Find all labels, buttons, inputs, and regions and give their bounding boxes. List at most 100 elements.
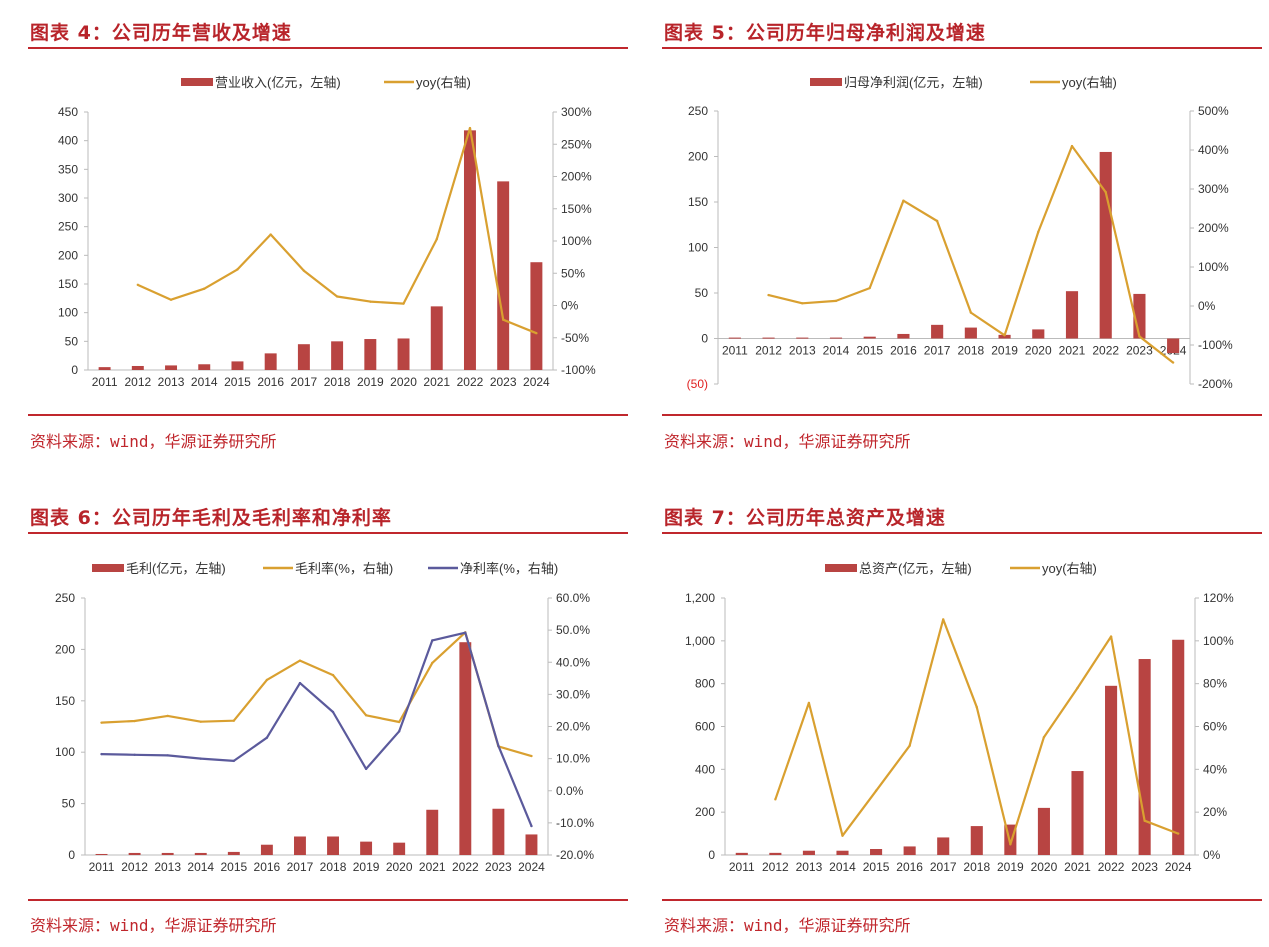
bar-2013 <box>161 852 174 855</box>
title-divider <box>28 47 628 49</box>
bar-2011 <box>95 853 108 855</box>
series-point <box>902 199 905 202</box>
x-tick-label: 2021 <box>419 860 446 874</box>
right-tick-label: -100% <box>1198 338 1233 352</box>
bar-2022 <box>463 130 476 370</box>
right-tick-label: -10.0% <box>556 816 594 830</box>
bar-2017 <box>937 837 950 855</box>
x-tick-label: 2022 <box>457 375 484 389</box>
bar-2020 <box>393 842 406 855</box>
bar-2014 <box>829 337 843 339</box>
legend-swatch-bar <box>92 564 124 572</box>
x-tick-label: 2011 <box>92 375 118 389</box>
series-point <box>302 269 306 272</box>
right-tick-label: 10.0% <box>556 752 590 766</box>
legend-label: yoy(右轴) <box>1042 561 1097 576</box>
right-tick-label: 200% <box>561 170 592 184</box>
right-tick-label: 0.0% <box>556 784 584 798</box>
x-tick-label: 2012 <box>121 860 148 874</box>
series-point <box>942 618 945 621</box>
left-tick-label: 450 <box>58 105 78 119</box>
series-point <box>133 719 136 723</box>
source-note: 资料来源：wind，华源证券研究所 <box>664 432 911 451</box>
chart-title-6: 图表 6：公司历年毛利及毛利率和净利率 <box>30 507 392 529</box>
series-point <box>331 673 335 677</box>
series-point <box>535 332 538 335</box>
bar-2018 <box>964 327 977 339</box>
right-tick-label: 100% <box>561 234 592 248</box>
left-tick-label: 250 <box>55 591 75 605</box>
left-tick-label: 200 <box>688 150 708 164</box>
x-tick-label: 2022 <box>1092 344 1119 358</box>
x-tick-label: 2019 <box>991 344 1018 358</box>
bar-2020 <box>1037 807 1050 855</box>
legend-swatch-bar <box>810 78 842 86</box>
series-point <box>1009 843 1012 846</box>
bar-2016 <box>260 844 273 855</box>
series-point <box>199 757 202 760</box>
series-point <box>767 293 770 297</box>
x-tick-label: 2013 <box>789 344 816 358</box>
series-point <box>1070 144 1074 148</box>
right-tick-label: -200% <box>1198 377 1233 391</box>
series-point <box>1003 334 1006 337</box>
x-tick-label: 2014 <box>829 860 856 874</box>
legend-label: 净利率(%，右轴) <box>460 561 558 576</box>
bar-2011 <box>728 337 741 339</box>
series-point <box>908 744 911 747</box>
bar-2015 <box>870 849 883 855</box>
x-tick-label: 2021 <box>1064 860 1091 874</box>
left-tick-label: 150 <box>55 694 75 708</box>
left-tick-label: 0 <box>701 332 708 346</box>
source-note: 资料来源：wind，华源证券研究所 <box>664 916 911 935</box>
bar-2021 <box>1065 291 1079 339</box>
x-tick-label: 2024 <box>518 860 545 874</box>
bar-2014 <box>836 850 849 855</box>
left-tick-label: 0 <box>68 848 75 862</box>
right-tick-label: 120% <box>1203 591 1234 605</box>
x-tick-label: 2023 <box>1126 344 1153 358</box>
series-point <box>468 126 472 130</box>
x-tick-label: 2017 <box>930 860 957 874</box>
x-tick-label: 2017 <box>287 860 314 874</box>
bar-2013 <box>165 365 178 370</box>
series-point <box>402 302 405 305</box>
series-point <box>397 720 401 724</box>
right-tick-label: 500% <box>1198 104 1229 118</box>
x-tick-label: 2014 <box>191 375 218 389</box>
left-tick-label: 150 <box>688 195 708 209</box>
chart-title-5: 图表 5：公司历年归母净利润及增速 <box>664 22 986 44</box>
left-tick-label: 200 <box>695 805 715 819</box>
left-tick-label: 1,000 <box>685 634 715 648</box>
series-point <box>1042 736 1046 739</box>
x-tick-label: 2014 <box>187 860 214 874</box>
left-tick-label: 350 <box>58 162 78 176</box>
title-divider <box>28 532 628 534</box>
bar-2018 <box>331 341 344 370</box>
bar-2021 <box>430 306 443 370</box>
bar-2019 <box>364 339 377 370</box>
series-point <box>335 295 339 298</box>
series-point <box>431 639 434 642</box>
bar-2023 <box>492 808 505 855</box>
source-divider <box>28 414 628 416</box>
legend-label: 毛利(亿元，左轴) <box>126 561 226 576</box>
x-tick-label: 2022 <box>1098 860 1125 874</box>
bar-2017 <box>294 836 306 855</box>
right-tick-label: 50.0% <box>556 623 590 637</box>
x-tick-label: 2024 <box>523 375 550 389</box>
bar-2012 <box>131 365 144 370</box>
bar-2015 <box>231 361 244 370</box>
left-tick-label: 100 <box>688 241 708 255</box>
chart-title-7: 图表 7：公司历年总资产及增速 <box>664 507 946 529</box>
right-tick-label: 200% <box>1198 221 1229 235</box>
x-tick-label: 2015 <box>220 860 247 874</box>
series-point <box>1171 361 1175 364</box>
x-tick-label: 2012 <box>124 375 151 389</box>
source-divider <box>662 899 1262 901</box>
left-tick-label: 0 <box>708 848 715 862</box>
left-tick-label: 50 <box>65 334 79 348</box>
x-tick-label: 2023 <box>485 860 512 874</box>
source-divider <box>662 414 1262 416</box>
